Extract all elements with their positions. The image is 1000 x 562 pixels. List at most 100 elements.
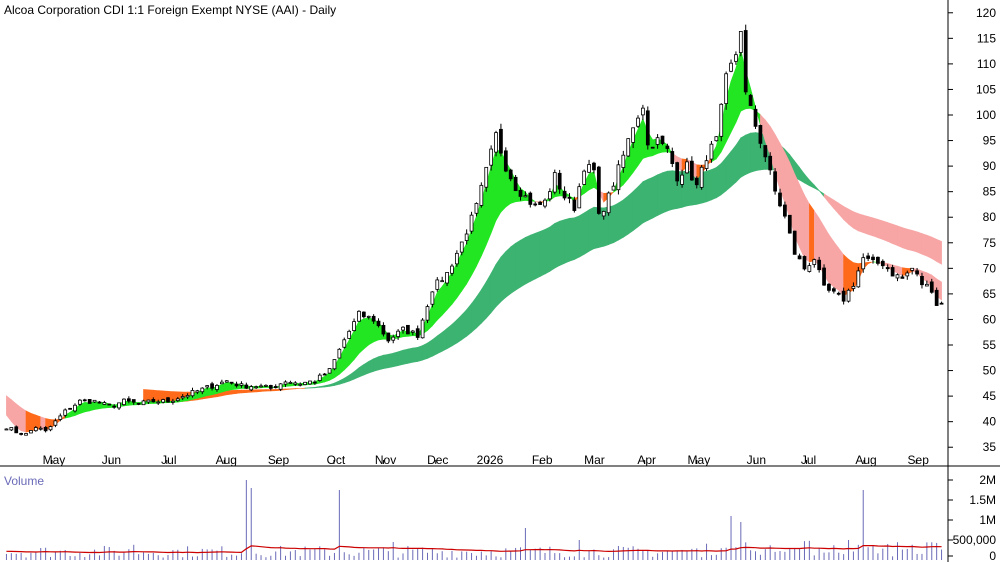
volume-average-line — [6, 544, 942, 554]
candle-body — [582, 170, 587, 185]
long-term-ribbon-segment — [725, 150, 732, 192]
price-tick-label: 65 — [983, 287, 997, 301]
candle-body — [807, 265, 812, 272]
candle-body — [846, 289, 851, 302]
long-term-ribbon-segment — [564, 217, 570, 264]
candle-body — [484, 166, 489, 188]
long-term-ribbon-segment — [867, 216, 874, 237]
candle-body — [871, 256, 875, 261]
candle-body — [841, 290, 846, 302]
candle-body — [112, 405, 117, 408]
long-term-ribbon-segment — [588, 206, 595, 252]
candle-body — [205, 385, 210, 388]
long-term-ribbon-segment — [622, 195, 629, 238]
candle-body — [92, 399, 97, 403]
candle-body — [102, 402, 107, 405]
candle-body — [548, 191, 552, 200]
long-term-ribbon-segment — [618, 199, 624, 241]
candle-body — [401, 326, 405, 331]
candle-body — [601, 211, 606, 217]
long-term-ribbon-segment — [461, 308, 468, 341]
short-term-ribbon-segment — [495, 149, 502, 222]
long-term-ribbon-segment — [720, 156, 727, 196]
price-tick-label: 60 — [983, 312, 997, 326]
candle-body — [572, 199, 577, 211]
candle-body — [376, 320, 381, 327]
month-tick-label: Jul — [161, 453, 176, 467]
long-term-ribbon-segment — [387, 352, 394, 369]
candle-body — [939, 302, 944, 305]
long-term-ribbon-segment — [260, 389, 267, 392]
candle-body — [406, 324, 410, 335]
candle-body — [381, 324, 386, 335]
candle-body — [699, 166, 704, 188]
candle-body — [885, 267, 890, 270]
candle-body — [43, 426, 48, 432]
candle-body — [680, 174, 684, 185]
candle-body — [479, 184, 484, 206]
month-tick-label: Aug — [216, 453, 237, 467]
candle-body — [342, 339, 347, 348]
long-term-ribbon-segment — [906, 228, 913, 251]
volume-tick-label: 1M — [979, 513, 996, 527]
candle-body — [415, 328, 420, 338]
candle-body — [910, 267, 915, 271]
price-tick-label: 40 — [983, 415, 997, 429]
candle-body — [347, 330, 352, 339]
month-tick-label: Apr — [637, 453, 656, 467]
candle-body — [396, 330, 400, 337]
long-term-ribbon-segment — [402, 348, 409, 365]
long-term-ribbon-segment — [476, 288, 482, 329]
long-term-ribbon-segment — [515, 239, 521, 291]
long-term-ribbon-segment — [422, 342, 428, 361]
long-term-ribbon-segment — [921, 233, 928, 257]
long-term-ribbon-segment — [735, 136, 742, 184]
candle-body — [880, 260, 885, 267]
long-term-ribbon-segment — [544, 226, 551, 275]
candle-body — [587, 164, 591, 173]
candle-body — [200, 387, 205, 393]
long-term-ribbon-segment — [662, 170, 668, 214]
candle-body — [508, 169, 513, 180]
short-term-ribbon-segment — [358, 318, 365, 355]
long-term-ribbon-segment — [427, 339, 433, 359]
long-term-ribbon-segment — [569, 217, 575, 262]
candle-layer — [4, 24, 944, 436]
short-term-ribbon-segment — [25, 410, 32, 433]
candle-body — [229, 381, 234, 384]
long-term-ribbon-segment — [750, 132, 756, 173]
long-term-ribbon-segment — [255, 389, 262, 393]
short-term-ribbon-segment — [588, 171, 595, 191]
long-term-ribbon-segment — [902, 227, 908, 250]
long-term-ribbon-segment — [730, 144, 737, 188]
candle-body — [239, 383, 244, 386]
candle-body — [621, 154, 626, 168]
candle-body — [924, 283, 929, 287]
candle-body — [650, 146, 655, 149]
long-term-ribbon-segment — [290, 388, 296, 390]
long-term-ribbon-segment — [392, 351, 399, 368]
month-tick-label: Dec — [427, 453, 448, 467]
long-term-ribbon-segment — [897, 225, 903, 249]
candle-body — [694, 177, 699, 186]
long-term-ribbon-segment — [226, 390, 232, 396]
candle-body — [454, 252, 459, 265]
candle-body — [861, 257, 866, 270]
candle-body — [920, 276, 924, 286]
long-term-ribbon-segment — [285, 388, 291, 391]
candle-body — [175, 398, 180, 402]
candle-body — [73, 404, 77, 412]
long-term-ribbon-segment — [520, 236, 526, 288]
candle-body — [538, 201, 542, 205]
price-tick-label: 110 — [977, 57, 996, 71]
long-term-ribbon-segment — [432, 335, 438, 357]
candle-body — [435, 279, 440, 290]
candle-body — [268, 385, 273, 389]
candle-body — [293, 382, 298, 385]
short-term-ribbon-segment — [20, 407, 27, 433]
candle-body — [758, 125, 763, 144]
candle-body — [714, 136, 719, 142]
month-tick-label: May — [688, 453, 711, 467]
month-tick-label: Sep — [908, 453, 930, 467]
